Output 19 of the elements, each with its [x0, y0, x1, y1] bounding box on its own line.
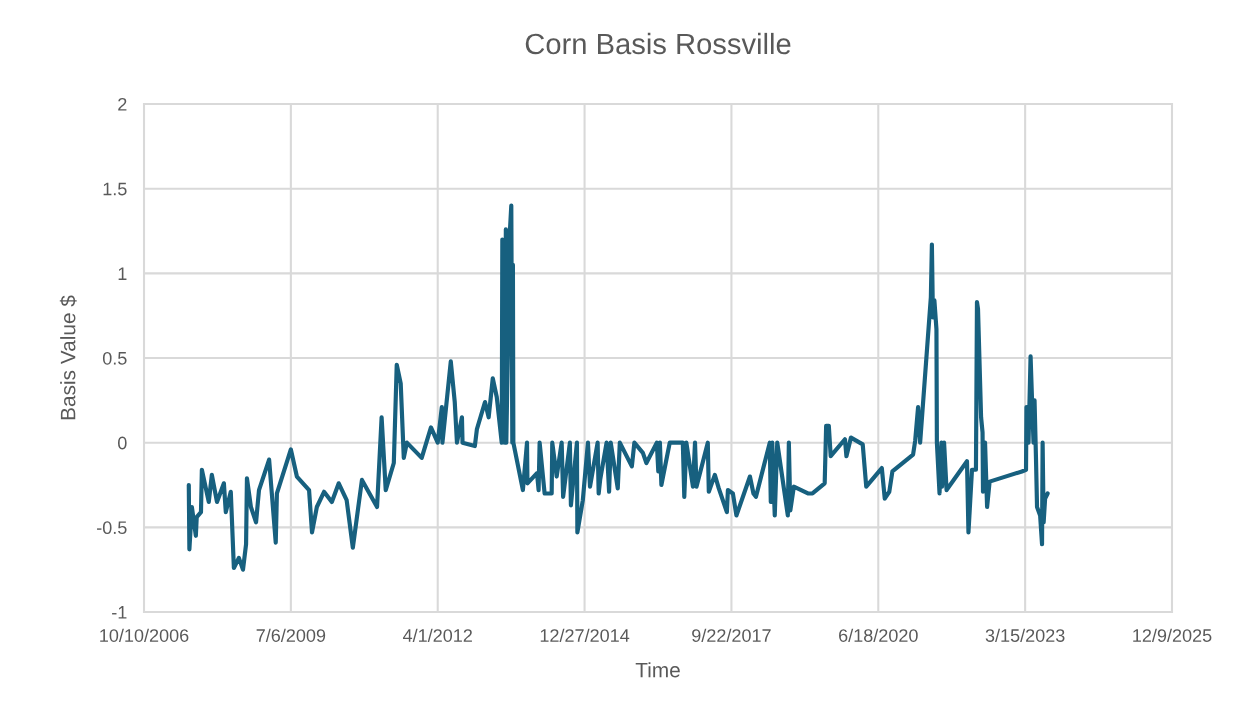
y-tick-label: 1.5: [103, 182, 127, 196]
x-tick-label: 12/9/2025: [1133, 628, 1212, 642]
y-tick-label: 0: [118, 436, 127, 450]
y-tick-label: -0.5: [97, 521, 127, 535]
x-tick-label: 7/6/2009: [256, 628, 326, 642]
x-tick-label: 4/1/2012: [402, 628, 472, 642]
y-tick-label: -1: [112, 606, 127, 619]
y-axis-title: Basis Value $: [59, 295, 77, 420]
x-tick-label: 3/15/2023: [985, 628, 1065, 642]
y-tick-label: 1: [118, 267, 127, 280]
y-tick-label: 0.5: [102, 351, 127, 365]
x-tick-label: 10/10/2006: [100, 628, 189, 642]
line-series: [186, 203, 1050, 572]
x-tick-label: 6/18/2020: [839, 628, 918, 642]
y-tick-label: 2: [118, 97, 127, 111]
chart-title: Corn Basis Rossville: [525, 32, 791, 55]
x-axis-title: Time: [635, 662, 680, 678]
x-tick-label: 9/22/2017: [692, 628, 771, 642]
x-tick-label: 12/27/2014: [540, 628, 630, 642]
